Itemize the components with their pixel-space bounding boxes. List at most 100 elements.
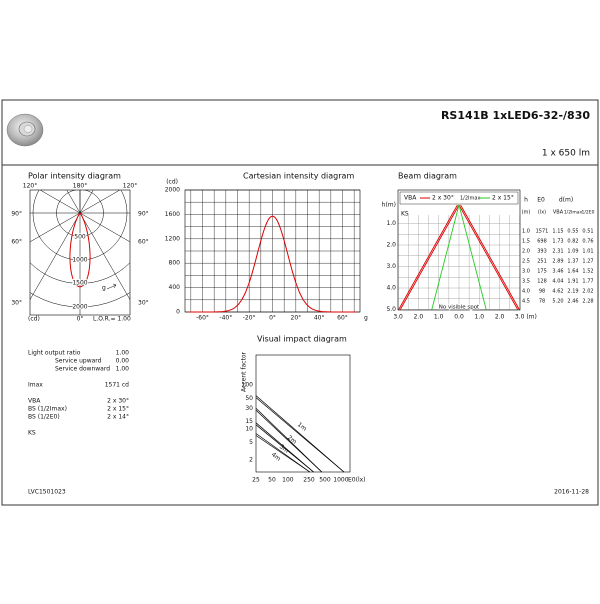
table-cell: 1.52 <box>582 269 593 275</box>
table-cell: 3.46 <box>552 269 563 275</box>
y-tick-label: 5.0 <box>386 306 396 313</box>
doc-code: LVC1501023 <box>28 489 66 496</box>
polar-radial <box>79 212 130 301</box>
legend: VBA <box>404 195 417 202</box>
table-cell: 251 <box>537 259 547 265</box>
ring-label: 500 <box>74 234 86 241</box>
y-tick-label: 2000 <box>165 187 180 194</box>
table-cell: 1.27 <box>582 259 593 265</box>
table-cell: 1.01 <box>582 249 593 255</box>
y-tick-label: 0 <box>176 309 180 316</box>
table-cell: 698 <box>537 239 547 245</box>
doc-date: 2016-11-28 <box>554 489 589 496</box>
y-tick-label: 50 <box>245 395 253 402</box>
diagram-title: Visual impact diagram <box>257 335 347 344</box>
table-cell: 0.51 <box>582 229 593 235</box>
cartesian-frame <box>184 189 361 313</box>
legend: 2 x 30° <box>432 195 454 202</box>
table-cell: 3.5 <box>522 279 530 285</box>
x-tick-label: 20° <box>291 315 302 322</box>
x-tick-label: 1000 <box>333 477 348 484</box>
beam-legend-box <box>399 191 519 205</box>
polar-angle: 180° <box>73 183 87 190</box>
table-cell: 2.46 <box>567 299 578 305</box>
axis-label: h(m) <box>382 202 396 209</box>
ring-label: 1500 <box>72 280 87 287</box>
legend: 1/2Imax <box>460 196 480 202</box>
x-tick-label: 1.0 <box>475 314 485 321</box>
polar-angle: 0° <box>77 316 84 323</box>
polar-radial <box>79 190 121 214</box>
summary-label: BS (1/2E0) <box>28 414 60 421</box>
table-cell: 4.04 <box>552 279 563 285</box>
ks: KS <box>401 211 409 218</box>
table-cell: 128 <box>537 279 547 285</box>
table-cell: 4.0 <box>522 289 530 295</box>
polar-radial <box>30 212 81 301</box>
table-cell: 1.0 <box>522 229 530 235</box>
polar-plot <box>30 190 130 315</box>
table-unit: (m) <box>522 210 531 216</box>
product-title: RS141B 1xLED6-32-/830 <box>441 109 590 122</box>
unit: (cd) <box>166 179 178 186</box>
table-cell: 3.0 <box>522 269 530 275</box>
x-tick-label: 25 <box>252 477 260 484</box>
impact-line <box>255 409 323 473</box>
line-label: 3m <box>278 443 290 455</box>
lamp-image <box>6 113 44 147</box>
summary-label: Service upward <box>55 358 102 365</box>
table-cell: 2.31 <box>552 249 563 255</box>
polar-angle: 30° <box>138 300 149 307</box>
beam-vba <box>460 204 520 310</box>
summary-value: 0.00 <box>116 358 130 365</box>
diagram-title: Polar intensity diagram <box>28 172 121 181</box>
y-tick-label: 3.0 <box>386 263 396 270</box>
table-cell: 2.19 <box>567 289 578 295</box>
beam-vba <box>458 204 519 310</box>
y-tick-label: 400 <box>169 284 181 291</box>
x-tick-label: 1.0 <box>434 314 444 321</box>
table-cell: 0.55 <box>567 229 578 235</box>
x-tick-label: -20° <box>243 315 256 322</box>
ks: KS <box>28 430 36 437</box>
x-tick-label: -40° <box>219 315 232 322</box>
y-tick-label: 4.0 <box>386 285 396 292</box>
beam-bs <box>431 204 460 310</box>
impact-line <box>255 397 345 473</box>
table-cell: 78 <box>539 299 545 305</box>
diagram-title: Cartesian intensity diagram <box>243 172 354 181</box>
y-tick-label: 100 <box>242 382 254 389</box>
line-label: 1m <box>296 421 308 433</box>
x-tick-label: 250 <box>303 477 315 484</box>
x-tick-label: 500 <box>319 477 331 484</box>
x-tick-label: E0(lx) <box>348 477 366 484</box>
axis-label: g <box>364 315 368 322</box>
table-cell: 4.62 <box>552 289 563 295</box>
table-cell: 1.09 <box>567 249 578 255</box>
table-cell: 2.0 <box>522 249 530 255</box>
polar-angle: 60° <box>138 239 149 246</box>
table-unit: 1/2Imax <box>564 210 583 216</box>
table-cell: 2.5 <box>522 259 530 265</box>
polar-curve <box>69 212 91 288</box>
summary-value: 2 x 30° <box>107 398 129 405</box>
y-tick-label: 800 <box>169 260 181 267</box>
table-header: d(m) <box>559 197 573 204</box>
line-label: 2m <box>286 434 298 446</box>
summary-label: Service downward <box>55 366 110 373</box>
summary-label: Light output ratio <box>28 350 81 357</box>
table-cell: 98 <box>539 289 545 295</box>
y-tick-label: 5 <box>249 439 253 446</box>
ring-label: 1000 <box>72 257 87 264</box>
y-tick-label: 1200 <box>165 235 180 242</box>
beam-frame <box>397 189 521 311</box>
y-tick-label: 10 <box>245 426 253 433</box>
legend: 2 x 15° <box>492 195 514 202</box>
table-cell: 1.5 <box>522 239 530 245</box>
y-tick-label: 2 <box>249 457 253 464</box>
ring-label: 2000 <box>72 304 87 311</box>
impact-line <box>255 435 310 473</box>
axis-label: Accent factor <box>241 352 248 392</box>
y-tick-label: 1.0 <box>386 220 396 227</box>
table-cell: 1.37 <box>567 259 578 265</box>
